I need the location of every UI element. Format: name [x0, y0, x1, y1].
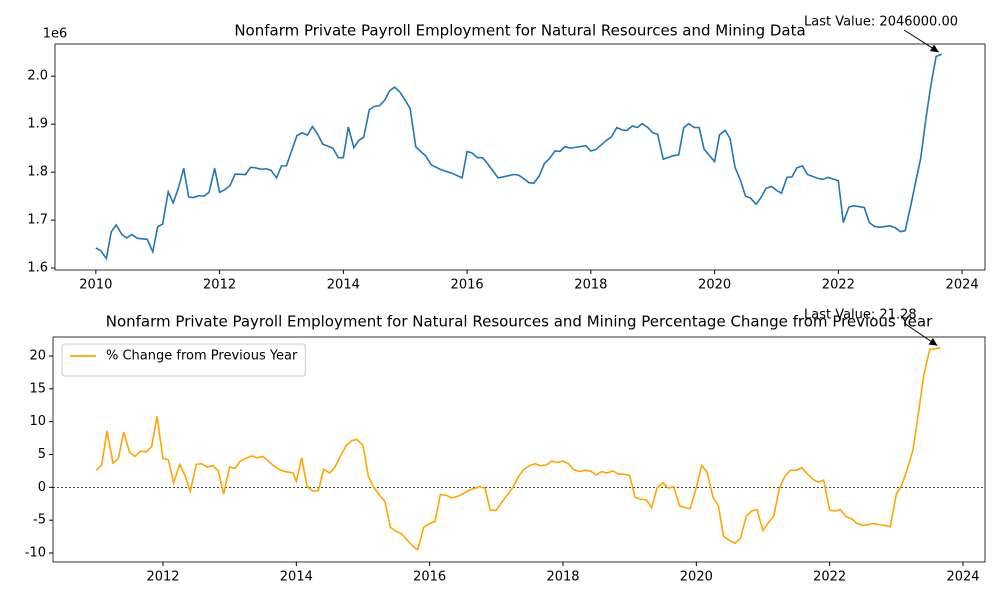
x-tick-label: 2012: [203, 278, 236, 293]
data-line: [95, 53, 943, 261]
annotation: Last Value: 2046000.00: [804, 15, 958, 30]
x-tick-label: 2010: [79, 278, 112, 293]
x-tick-label: 2012: [146, 570, 179, 585]
annotation-arrow: [903, 29, 939, 53]
annotation-arrow: [903, 322, 938, 347]
x-tick-label: 2022: [813, 570, 846, 585]
x-tick-label: 2024: [946, 278, 979, 293]
y-tick-label: 10: [29, 414, 46, 429]
x-tick-label: 2022: [822, 278, 855, 293]
y-tick-label: 2.0: [27, 69, 48, 84]
y-tick-label: 0: [38, 480, 46, 495]
y-tick-label: -10: [25, 546, 46, 561]
x-tick-label: 2014: [327, 278, 360, 293]
x-tick-label: 2018: [574, 278, 607, 293]
x-tick-label: 2016: [413, 570, 446, 585]
legend-box: [61, 343, 306, 377]
offset-label: 1e6: [43, 27, 68, 42]
y-tick-label: -5: [33, 513, 46, 528]
x-tick-label: 2014: [280, 570, 313, 585]
y-tick-label: 1.9: [27, 117, 48, 132]
y-tick-label: 1.7: [27, 213, 48, 228]
data-line: [95, 346, 941, 552]
axes-frame: [54, 43, 986, 271]
y-tick-label: 15: [29, 381, 46, 396]
legend: % Change from Previous Year: [61, 343, 306, 377]
x-tick-label: 2020: [680, 570, 713, 585]
chart-title: Nonfarm Private Payroll Employment for N…: [106, 313, 933, 331]
axes-frame: [52, 336, 986, 563]
x-tick-label: 2024: [946, 570, 979, 585]
y-tick-label: 5: [38, 447, 46, 462]
annotation: Last Value: 21.28: [804, 308, 917, 323]
y-tick-label: 1.8: [27, 165, 48, 180]
chart-title: Nonfarm Private Payroll Employment for N…: [234, 22, 805, 40]
legend-label: % Change from Previous Year: [106, 349, 298, 364]
y-tick-label: 1.6: [27, 261, 48, 276]
x-tick-label: 2020: [698, 278, 731, 293]
x-tick-label: 2018: [546, 570, 579, 585]
y-tick-label: 20: [29, 349, 46, 364]
x-tick-label: 2016: [451, 278, 484, 293]
